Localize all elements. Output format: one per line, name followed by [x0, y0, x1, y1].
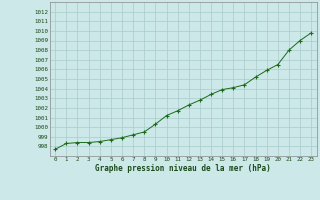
X-axis label: Graphe pression niveau de la mer (hPa): Graphe pression niveau de la mer (hPa) — [95, 164, 271, 173]
